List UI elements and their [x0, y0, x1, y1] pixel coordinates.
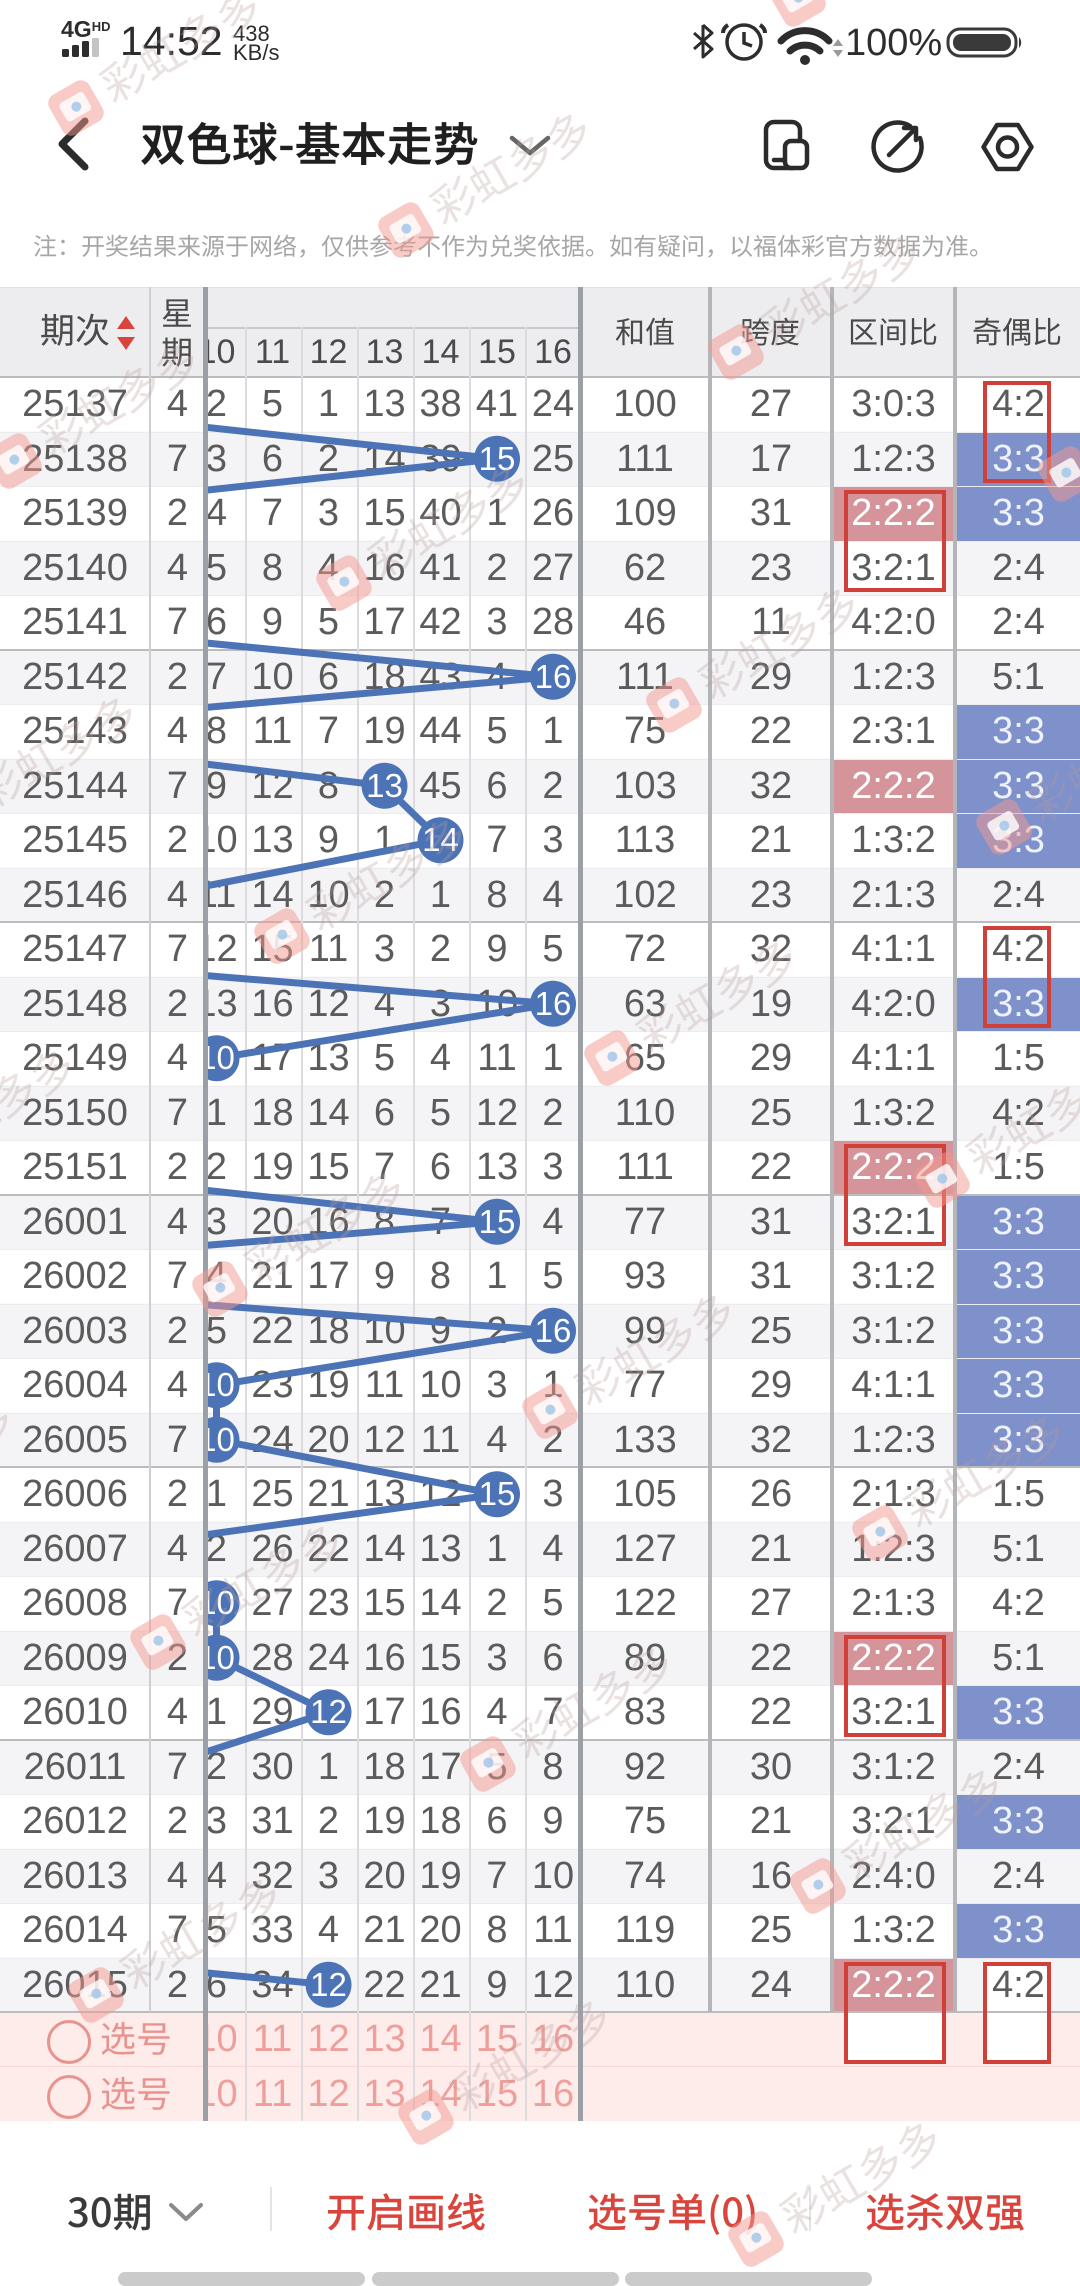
svg-text:16: 16 [535, 1312, 572, 1349]
svg-text:12: 12 [310, 1693, 347, 1730]
svg-text:13: 13 [366, 767, 403, 804]
svg-text:16: 16 [535, 658, 572, 695]
svg-text:16: 16 [535, 985, 572, 1022]
svg-text:10: 10 [208, 1584, 235, 1621]
svg-text:15: 15 [479, 1203, 516, 1240]
svg-text:15: 15 [479, 1475, 516, 1512]
svg-text:15: 15 [479, 440, 516, 477]
svg-text:10: 10 [208, 1039, 235, 1076]
svg-text:14: 14 [422, 821, 459, 858]
svg-text:10: 10 [208, 1366, 235, 1403]
svg-text:12: 12 [310, 1966, 347, 2003]
svg-text:10: 10 [208, 1421, 235, 1458]
svg-text:10: 10 [208, 1639, 235, 1676]
